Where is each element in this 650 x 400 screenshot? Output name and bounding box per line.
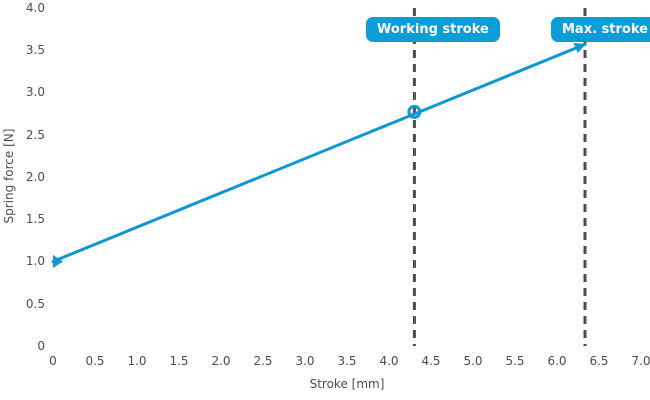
- y-tick-label: 4.0: [25, 1, 45, 15]
- y-tick-label: 0: [37, 339, 45, 353]
- spring-characteristic-line: [51, 42, 587, 263]
- x-tick-label: 5.0: [463, 354, 483, 368]
- line-end-arrow-icon: [573, 42, 586, 54]
- x-tick-label: 3.0: [295, 354, 315, 368]
- x-tick-label: 0.5: [85, 354, 105, 368]
- x-tick-label: 1.0: [127, 354, 147, 368]
- x-tick-label: 5.5: [505, 354, 525, 368]
- line-start-marker-icon: [53, 255, 63, 268]
- x-tick-label: 4.5: [421, 354, 441, 368]
- x-tick-label: 6.0: [547, 354, 567, 368]
- working-stroke-badge: Working stroke: [366, 17, 500, 42]
- y-tick-label: 1.0: [25, 254, 45, 268]
- y-axis-label: Spring force [N]: [2, 128, 16, 224]
- y-tick-label: 2.5: [25, 128, 45, 142]
- x-tick-label: 1.5: [169, 354, 189, 368]
- max-stroke-badge: Max. stroke: [551, 17, 650, 42]
- y-tick-label: 1.5: [25, 212, 45, 226]
- x-tick-label: 2.0: [211, 354, 231, 368]
- x-tick-label: 2.5: [253, 354, 273, 368]
- y-tick-label: 2.0: [25, 170, 45, 184]
- x-axis-label: Stroke [mm]: [309, 377, 385, 391]
- working-point-marker: [407, 104, 422, 119]
- y-tick-label: 0.5: [25, 297, 45, 311]
- x-tick-label: 4.0: [379, 354, 399, 368]
- y-tick-label: 3.0: [25, 85, 45, 99]
- x-tick-label: 7.0: [631, 354, 650, 368]
- x-tick-label: 6.5: [589, 354, 609, 368]
- x-tick-label: 0: [49, 354, 57, 368]
- x-tick-label: 3.5: [337, 354, 357, 368]
- y-tick-label: 3.5: [25, 43, 45, 57]
